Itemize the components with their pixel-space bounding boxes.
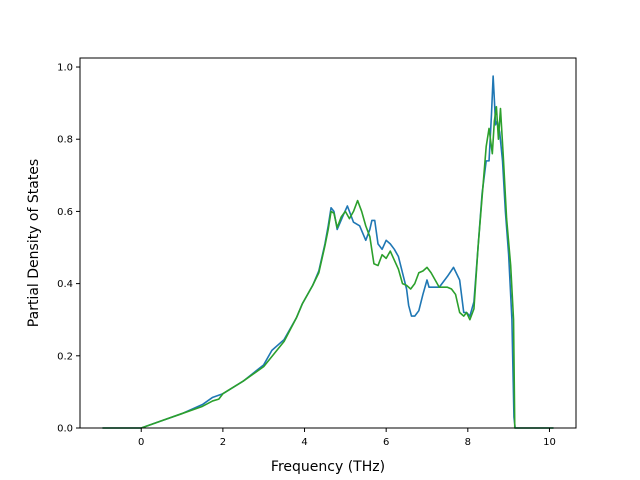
x-axis-title: Frequency (THz) [271, 459, 385, 475]
series-lines [102, 75, 554, 429]
y-tick-label: 0.0 [57, 424, 73, 435]
x-tick-label: 6 [383, 437, 389, 448]
y-axis-title: Partial Density of States [26, 159, 42, 327]
y-tick-label: 0.2 [57, 351, 73, 362]
y-axis-ticks: 0.0 0.2 0.4 0.6 0.8 1.0 [57, 63, 80, 435]
y-tick-label: 1.0 [57, 63, 73, 74]
y-tick-label: 0.6 [57, 207, 73, 218]
x-tick-label: 0 [138, 437, 144, 448]
y-tick-label: 0.4 [57, 279, 73, 290]
plot-area-frame [79, 57, 577, 429]
x-tick-label: 10 [543, 437, 556, 448]
x-tick-label: 2 [220, 437, 226, 448]
series-line-2 [102, 105, 554, 429]
x-tick-label: 4 [301, 437, 307, 448]
x-axis-ticks: 0 2 4 6 8 10 [138, 428, 556, 448]
y-tick-label: 0.8 [57, 135, 73, 146]
x-tick-label: 8 [465, 437, 471, 448]
